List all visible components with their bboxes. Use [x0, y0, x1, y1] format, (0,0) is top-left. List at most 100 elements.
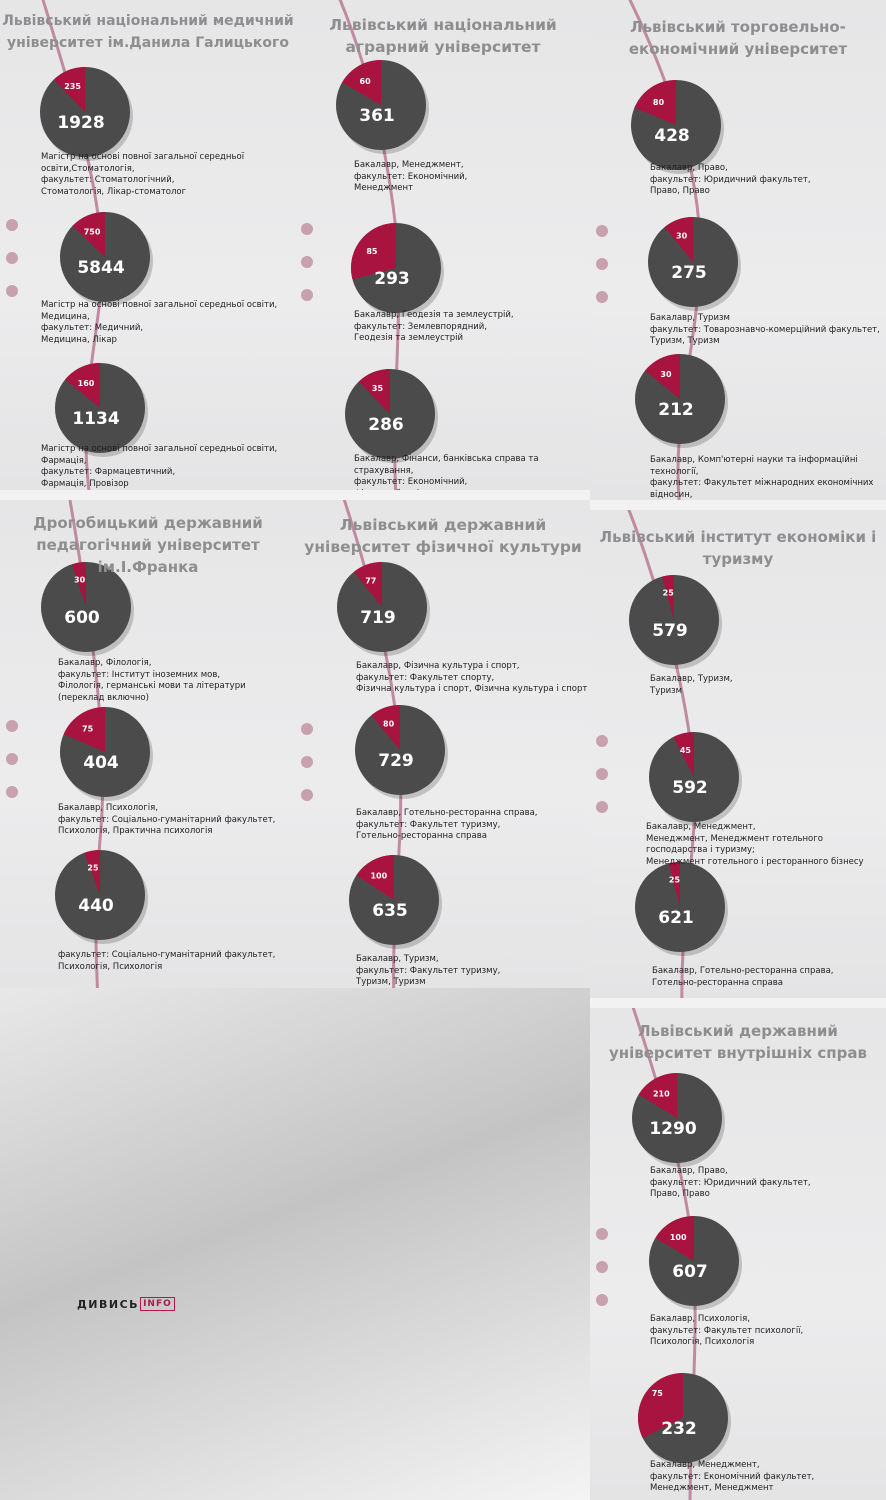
- university-panel: Львівський державний університет фізично…: [296, 500, 590, 988]
- slice-value-label: 75: [82, 725, 94, 734]
- university-title: Львівський торговельно-економічний уніве…: [628, 18, 848, 58]
- program-description: Магістр на основі повної загальної серед…: [41, 300, 278, 345]
- total-value-label: 635: [372, 901, 408, 921]
- total-value-label: 621: [658, 908, 694, 928]
- decorative-dot: [596, 291, 608, 303]
- pie-chart: 45 592: [641, 724, 747, 830]
- university-title: Львівський державний університет внутріш…: [608, 1022, 868, 1062]
- decorative-dot: [596, 1228, 608, 1240]
- total-value-label: 592: [672, 778, 708, 798]
- brand-logo: ДИВИСЬ INFO: [77, 1297, 175, 1311]
- slice-value-label: 750: [84, 227, 101, 236]
- pie-chart: 30 212: [627, 346, 733, 452]
- decorative-dot: [596, 258, 608, 270]
- pie-svg: 100 635: [349, 855, 442, 949]
- pie-svg: 30 212: [635, 354, 728, 448]
- program-description: Бакалавр, Філологія, факультет: Інститут…: [58, 658, 246, 703]
- pie-svg: 235 1928: [40, 67, 133, 161]
- pie-chart: 75 404: [52, 699, 158, 805]
- total-value-label: 729: [378, 751, 414, 771]
- total-value-label: 5844: [77, 258, 124, 278]
- pie-svg: 25 440: [55, 850, 148, 944]
- pie-svg: 25 579: [629, 575, 722, 669]
- decorative-dot: [301, 756, 313, 768]
- pie-chart: 75 232: [630, 1365, 736, 1471]
- pie-svg: 35 286: [345, 369, 438, 463]
- pie-chart: 30 275: [640, 209, 746, 315]
- total-value-label: 719: [360, 608, 396, 628]
- program-description: Бакалавр, Туризм, Туризм: [650, 674, 733, 696]
- program-description: Магістр на основі повної загальної серед…: [41, 152, 245, 197]
- university-panel: Львівський торговельно-економічний уніве…: [590, 0, 886, 500]
- slice-value-label: 25: [669, 875, 681, 884]
- decorative-dot: [596, 1294, 608, 1306]
- university-panel: Дрогобицький державний педагогічний унів…: [0, 500, 296, 988]
- slice-value-label: 160: [78, 379, 95, 388]
- decorative-dot: [596, 801, 608, 813]
- university-title: Дрогобицький державний педагогічний унів…: [33, 514, 263, 576]
- university-panel: Львівський державний університет внутріш…: [590, 1008, 886, 1500]
- slice-value-label: 75: [652, 1389, 664, 1398]
- pie-chart: 85 293: [343, 215, 449, 321]
- total-value-label: 440: [78, 896, 114, 916]
- decorative-dot: [596, 1261, 608, 1273]
- slice-value-label: 235: [64, 82, 81, 91]
- decorative-dot: [6, 786, 18, 798]
- total-value-label: 286: [368, 415, 404, 435]
- slice-value-label: 80: [653, 98, 665, 107]
- pie-svg: 80 729: [355, 705, 448, 799]
- slice-value-label: 77: [365, 577, 376, 586]
- slice-value-label: 100: [670, 1233, 687, 1242]
- university-title: Львівський національний аграрний універс…: [329, 16, 557, 56]
- decorative-dot: [301, 789, 313, 801]
- slice-value-label: 100: [370, 871, 387, 880]
- decorative-dot: [6, 252, 18, 264]
- pie-svg: 60 361: [336, 60, 429, 154]
- university-title: Львівський інститут економіки і туризму: [599, 528, 877, 568]
- slice-value-label: 60: [360, 77, 372, 86]
- pie-svg: 77 719: [337, 562, 430, 656]
- program-description: Бакалавр, Право, факультет: Юридичний фа…: [650, 163, 811, 196]
- university-panel: Львівський інститут економіки і туризму 2…: [590, 510, 886, 998]
- pie-chart: 210 1290: [624, 1065, 730, 1171]
- slice-value-label: 30: [676, 232, 688, 241]
- total-value-label: 600: [64, 608, 100, 628]
- total-value-label: 232: [661, 1419, 697, 1439]
- program-description: Бакалавр, Комп'ютерні науки та інформаці…: [650, 455, 874, 500]
- total-value-label: 361: [359, 106, 395, 126]
- pie-svg: 45 592: [649, 732, 742, 826]
- program-description: Магістр на основі повної загальної серед…: [41, 444, 278, 489]
- pie-chart: 235 1928: [32, 59, 138, 165]
- program-description: Бакалавр, Менеджмент, факультет: Економі…: [354, 160, 468, 193]
- pie-chart: 77 719: [329, 554, 435, 660]
- slice-value-label: 35: [372, 384, 384, 393]
- decorative-dot: [6, 753, 18, 765]
- slice-value-label: 45: [680, 746, 692, 755]
- pie-chart: 25 440: [47, 842, 153, 948]
- slice-value-label: 210: [653, 1090, 670, 1099]
- decorative-dot: [596, 768, 608, 780]
- decorative-dot: [301, 256, 313, 268]
- total-value-label: 1290: [649, 1119, 696, 1139]
- decorative-dot: [6, 219, 18, 231]
- program-description: Бакалавр, Право, факультет: Юридичний фа…: [650, 1166, 811, 1199]
- university-title: Львівський національний медичний універс…: [2, 13, 294, 51]
- program-description: Бакалавр, Готельно-ресторанна справа, Го…: [652, 966, 834, 988]
- decorative-dot: [596, 735, 608, 747]
- slice-value-label: 25: [87, 864, 99, 873]
- pie-svg: 100 607: [649, 1216, 742, 1310]
- decorative-dot: [6, 720, 18, 732]
- pie-chart: 100 607: [641, 1208, 747, 1314]
- pie-svg: 75 232: [638, 1373, 731, 1467]
- program-description: Бакалавр, Туризм, факультет: Факультет т…: [356, 954, 501, 987]
- slice-value-label: 85: [366, 247, 378, 256]
- decorative-dot: [6, 285, 18, 297]
- program-description: Бакалавр, Фізична культура і спорт, факу…: [356, 661, 588, 694]
- logo-text: ДИВИСЬ: [77, 1297, 140, 1311]
- pie-svg: 75 404: [60, 707, 153, 801]
- total-value-label: 275: [671, 263, 707, 283]
- slice-value-label: 30: [660, 370, 672, 379]
- pie-svg: 30 275: [648, 217, 741, 311]
- program-description: Бакалавр, Геодезія та землеустрій, факул…: [354, 310, 514, 343]
- program-description: Бакалавр, Психологія, факультет: Факульт…: [650, 1314, 804, 1347]
